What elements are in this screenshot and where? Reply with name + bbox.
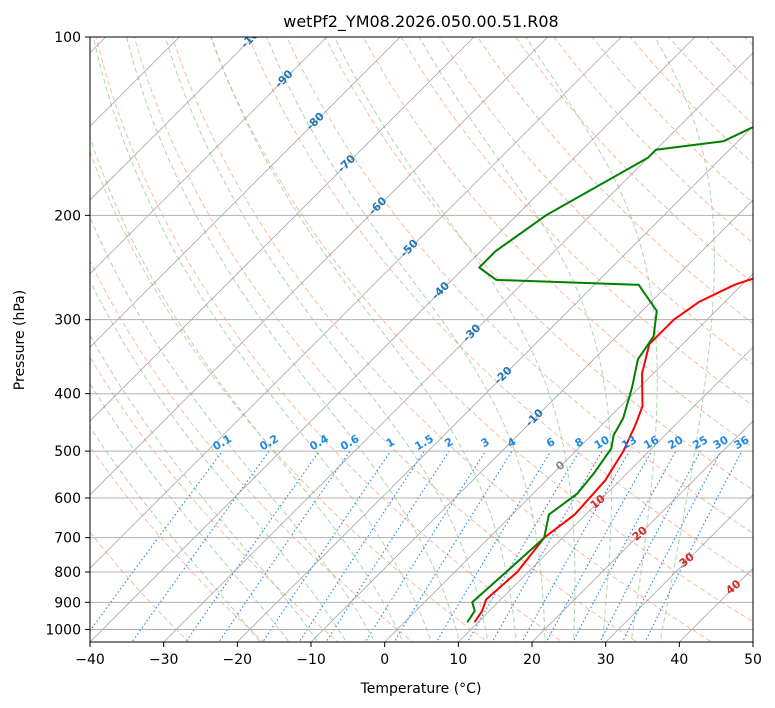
y-axis-ticks: 100 200 300 400 500 600 700 800 900 1000 — [45, 30, 90, 638]
isotherm-line — [90, 37, 548, 496]
x-tick-label: 40 — [670, 652, 688, 668]
y-axis-title: Pressure (hPa) — [12, 290, 28, 390]
y-tick-label: 100 — [54, 30, 81, 46]
isotherm-line — [163, 52, 753, 642]
moist-adiabat-line — [90, 426, 261, 642]
x-tick-label: −10 — [296, 652, 326, 668]
y-tick-label: 500 — [54, 444, 81, 460]
moist-adiabat-line — [126, 37, 461, 642]
x-tick-label: −20 — [223, 652, 253, 668]
isotherm-line — [90, 37, 475, 422]
isotherm-line — [90, 37, 622, 569]
isotherm-line — [90, 37, 401, 348]
x-tick-label: 20 — [523, 652, 541, 668]
y-tick-label: 800 — [54, 565, 81, 581]
y-tick-label: 600 — [54, 491, 81, 507]
isotherm-line — [310, 199, 753, 642]
x-tick-label: −30 — [149, 652, 179, 668]
moist-adiabat-line — [92, 37, 432, 642]
dry-adiabat-line — [324, 37, 753, 491]
moist-adiabat-line — [266, 37, 546, 642]
isotherm-line — [384, 273, 753, 642]
isotherm-line — [90, 37, 327, 275]
y-tick-label: 400 — [54, 387, 81, 403]
profile-series-line — [474, 277, 753, 623]
isotherm-line — [90, 37, 254, 201]
x-axis-title: Temperature (°C) — [360, 681, 482, 697]
profile-series-line — [466, 125, 753, 623]
y-tick-label: 700 — [54, 531, 81, 547]
x-tick-label: 0 — [380, 652, 389, 668]
y-tick-label: 1000 — [45, 622, 81, 638]
x-tick-label: 50 — [744, 652, 762, 668]
moist-adiabat-line — [90, 135, 404, 642]
profile-series — [466, 125, 753, 623]
moist-adiabat-line — [90, 382, 290, 642]
y-tick-label: 200 — [54, 208, 81, 224]
dry-adiabat-line — [400, 37, 753, 407]
moist-adiabat-line — [90, 334, 319, 642]
chart-title: wetPf2_YM08.2026.050.00.51.R08 — [283, 12, 558, 32]
x-axis-ticks: −40 −30 −20 −10 0 10 20 30 40 50 — [75, 642, 762, 668]
dry-adiabat-line — [90, 531, 190, 642]
isotherm-line — [458, 346, 753, 642]
moist-adiabat-line — [210, 37, 518, 642]
isotherm-line — [605, 494, 753, 642]
y-tick-label: 900 — [54, 595, 81, 611]
moist-adiabat-line — [418, 37, 613, 642]
moist-adiabat-line — [525, 37, 658, 642]
moist-adiabat-line — [654, 37, 715, 642]
dry-adiabat-line — [438, 37, 753, 366]
x-tick-label: −40 — [75, 652, 105, 668]
isotherm-line — [237, 125, 753, 642]
x-tick-label: 10 — [449, 652, 467, 668]
x-tick-label: 30 — [597, 652, 615, 668]
plot-area: -100-90-80-70-60-50-40-30-20-100.10.20.4… — [90, 37, 753, 642]
isotherm-line — [531, 420, 753, 642]
moist-adiabat-line — [90, 215, 376, 642]
plot-frame — [89, 36, 754, 643]
moist-adiabat-line — [334, 37, 576, 642]
y-tick-label: 300 — [54, 313, 81, 329]
isotherm-line — [90, 37, 696, 642]
isotherms — [90, 37, 753, 642]
moist-adiabats — [90, 37, 715, 642]
dry-adiabat-line — [171, 37, 713, 642]
